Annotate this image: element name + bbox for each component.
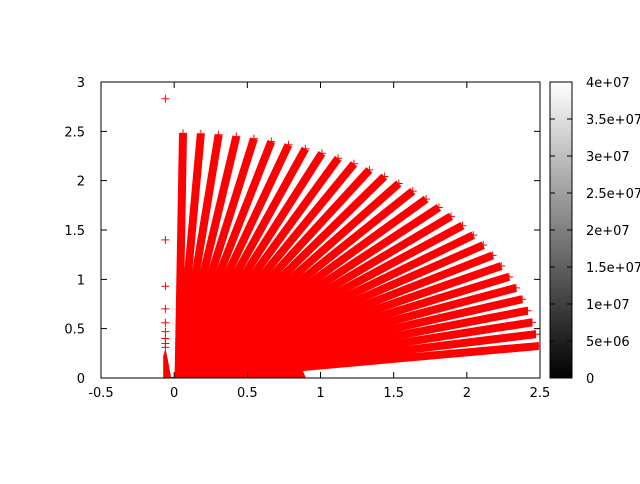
colorbar-tick-label: 1e+07: [586, 298, 630, 313]
ray-tip-point: [232, 132, 241, 141]
ray-tip-point: [504, 272, 513, 281]
ray-tip-point: [446, 212, 455, 221]
ray-tip-point: [527, 318, 536, 327]
ray-tip-point: [469, 231, 478, 240]
y-tick-label: 2: [77, 175, 85, 190]
ray-tip-point: [523, 306, 532, 315]
ray-tip-point: [394, 179, 403, 188]
colorbar-tick-label: 3e+07: [586, 150, 630, 165]
ray-tip-point: [488, 251, 497, 260]
ray-tip-point: [534, 342, 540, 351]
y-tick-label: 2.5: [64, 125, 85, 140]
data-point: [161, 304, 170, 313]
ray-tip-point: [531, 330, 540, 339]
ray-tip-point: [249, 134, 258, 143]
colorbar-tick-label: 1.5e+07: [586, 261, 640, 276]
colorbar-ticks: 0 5e+06 1e+07 1.5e+07 2e+07 2.5e+07 3e+07 3.5e+…: [550, 76, 640, 387]
ray-tip-point: [365, 165, 374, 174]
ray-tip-point: [458, 221, 467, 230]
y-tick-label: 3: [77, 76, 85, 91]
y-tick-label: 0: [77, 372, 85, 387]
x-tick-label: 1: [316, 386, 324, 401]
ray-tip-point: [349, 159, 358, 168]
ray-tip-point: [284, 140, 293, 149]
data-point: [161, 282, 170, 291]
ray-tip-point: [178, 129, 187, 138]
ray-tip-point: [422, 195, 431, 204]
axis-ticks: -0.5 0 0.5 1 1.5 2 2.500.511.522.53: [64, 76, 550, 401]
data-layer: [161, 94, 540, 378]
y-tick-label: 1: [77, 273, 85, 288]
colorbar-tick-label: 5e+06: [586, 335, 630, 350]
ray-tip-point: [317, 149, 326, 158]
ray-tip-point: [518, 295, 527, 304]
colorbar-tick-label: 4e+07: [586, 76, 630, 91]
data-point: [161, 235, 170, 244]
data-point: [161, 318, 170, 327]
x-tick-label: -0.5: [88, 386, 113, 401]
colorbar-tick-label: 3.5e+07: [586, 113, 640, 128]
ray-tip-point: [434, 203, 443, 212]
data-point: [161, 327, 170, 336]
y-tick-label: 0.5: [64, 323, 85, 338]
colorbar-tick-label: 2e+07: [586, 224, 630, 239]
colorbar-tick-label: 2.5e+07: [586, 187, 640, 202]
x-tick-label: 2: [463, 386, 471, 401]
colorbar-tick-label: 0: [586, 372, 594, 387]
ray-tip-point: [214, 130, 223, 139]
ray-tip-point: [497, 261, 506, 270]
ray-tip-point: [196, 129, 205, 138]
data-point: [161, 94, 170, 103]
ray-tip-point: [301, 144, 310, 153]
ray: [174, 133, 187, 378]
ray-tip-point: [334, 154, 343, 163]
origin-cluster: [163, 348, 172, 378]
ray-tip-point: [267, 137, 276, 146]
ray-tip-point: [511, 283, 520, 292]
ray-tip-point: [380, 172, 389, 181]
ray-tip-point: [408, 187, 417, 196]
x-tick-label: 1.5: [383, 386, 404, 401]
x-tick-label: 2.5: [530, 386, 551, 401]
x-tick-label: 0.5: [237, 386, 258, 401]
data-point: [161, 343, 170, 352]
ray-tip-point: [479, 241, 488, 250]
y-tick-label: 1.5: [64, 224, 85, 239]
x-tick-label: 0: [170, 386, 178, 401]
